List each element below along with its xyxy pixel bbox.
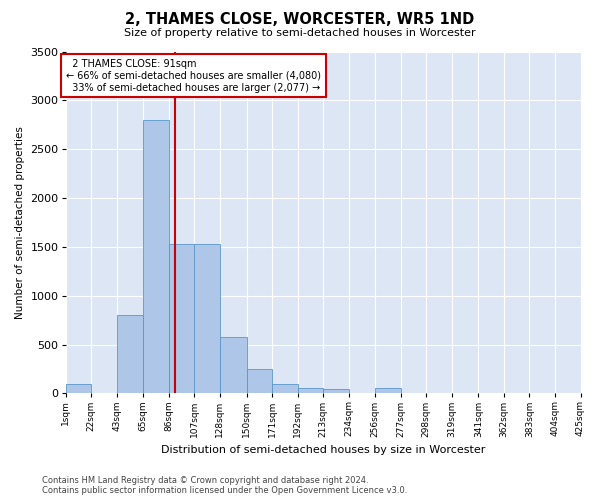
Bar (220, 336, 247, 394)
Text: 2, THAMES CLOSE, WORCESTER, WR5 1ND: 2, THAMES CLOSE, WORCESTER, WR5 1ND (125, 12, 475, 28)
Bar (375, 388, 401, 394)
Bar (272, 384, 298, 394)
Bar (143, 120, 169, 394)
Bar (323, 390, 349, 394)
Text: Contains HM Land Registry data © Crown copyright and database right 2024.
Contai: Contains HM Land Registry data © Crown c… (42, 476, 407, 495)
Bar (194, 244, 220, 394)
X-axis label: Distribution of semi-detached houses by size in Worcester: Distribution of semi-detached houses by … (161, 445, 485, 455)
Bar (298, 388, 323, 394)
Bar (169, 244, 194, 394)
Bar (116, 315, 143, 394)
Bar (65, 384, 91, 394)
Text: 2 THAMES CLOSE: 91sqm
← 66% of semi-detached houses are smaller (4,080)
  33% of: 2 THAMES CLOSE: 91sqm ← 66% of semi-deta… (66, 60, 321, 92)
Text: Size of property relative to semi-detached houses in Worcester: Size of property relative to semi-detach… (124, 28, 476, 38)
Bar (247, 369, 272, 394)
Y-axis label: Number of semi-detached properties: Number of semi-detached properties (15, 126, 25, 319)
